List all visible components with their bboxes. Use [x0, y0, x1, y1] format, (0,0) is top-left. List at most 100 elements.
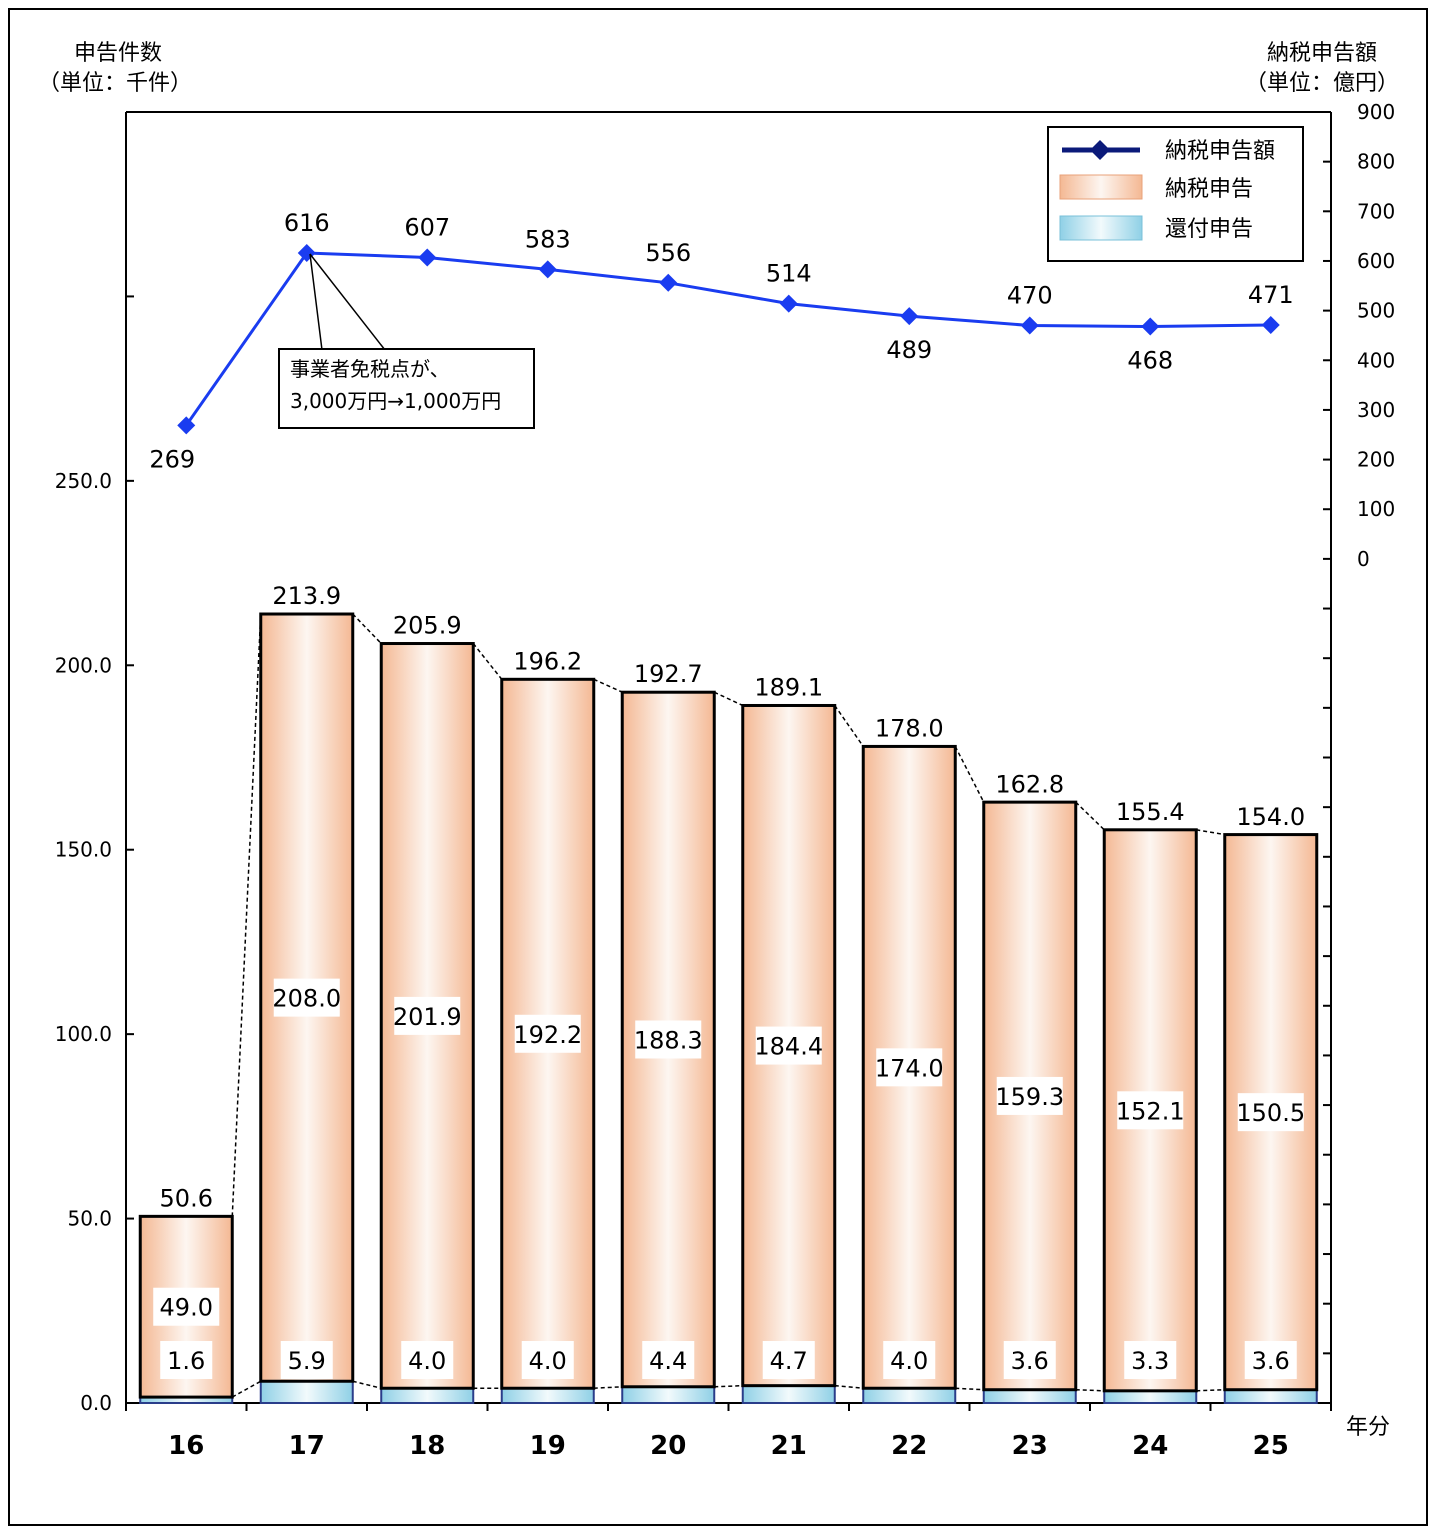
bar-refund-21 [741, 1384, 836, 1404]
right-tick-label: 400 [1357, 348, 1395, 372]
left-tick-label: 200.0 [55, 653, 112, 677]
x-tick-label-22: 22 [891, 1431, 927, 1461]
connector-refund [1196, 1388, 1225, 1392]
total-label-16: 50.6 [160, 1184, 213, 1212]
bar-refund-23 [982, 1388, 1077, 1405]
refund-label-24: 3.3 [1131, 1347, 1169, 1375]
tax-label-16-bg [153, 1287, 220, 1326]
x-tick-label-23: 23 [1012, 1431, 1048, 1461]
right-axis-title: 納税申告額 [1267, 41, 1377, 66]
connector-refund [593, 1386, 623, 1389]
right-tick-label: 900 [1357, 100, 1395, 124]
right-tick-label: 0 [1357, 547, 1370, 571]
x-tick-label-19: 19 [530, 1431, 566, 1461]
refund-label-21: 4.7 [770, 1347, 808, 1375]
amount-marker-16 [177, 416, 196, 435]
annotation: 事業者免税点が、 3,000万円→1,000万円 [278, 253, 535, 429]
tax-label-25-bg [1237, 1093, 1304, 1132]
x-tick-labels: 16 17 18 19 20 21 22 23 24 25 [168, 1431, 1289, 1461]
refund-label-25-bg [1244, 1341, 1297, 1379]
amount-marker-17 [297, 244, 316, 263]
bar-refund-19 [500, 1387, 595, 1405]
tax-label-17-bg [273, 978, 340, 1017]
legend: 納税申告額 納税申告 還付申告 [1047, 126, 1304, 262]
tax-label-17: 208.0 [272, 985, 341, 1013]
legend-label-refund: 還付申告 [1165, 217, 1253, 242]
refund-label-19-bg [521, 1341, 574, 1379]
left-tick-label: 250.0 [55, 469, 112, 493]
bar-labels: 50.6 49.0 1.6 213.9 208.0 5.9 205.9 201.9 4.0 196… [153, 582, 1305, 1379]
connector-refund [352, 1380, 382, 1389]
amount-marker-18 [418, 248, 437, 267]
annotation-line-1: 事業者免税点が、 [290, 357, 450, 381]
right-tick-label: 800 [1357, 150, 1395, 174]
tax-label-23-bg [996, 1076, 1063, 1115]
refund-label-16: 1.6 [167, 1347, 205, 1375]
tax-label-24-bg [1117, 1091, 1184, 1130]
tax-label-18: 201.9 [393, 1003, 462, 1031]
tax-label-21-bg [755, 1026, 822, 1065]
connector-refund [1075, 1388, 1105, 1392]
annotation-pointer-left [309, 253, 323, 351]
refund-label-24-bg [1124, 1341, 1177, 1379]
connector-total [1075, 801, 1105, 831]
refund-label-20-bg [642, 1341, 695, 1379]
bar-refund-17 [259, 1380, 354, 1404]
tax-label-22-bg [876, 1048, 943, 1087]
annotation-pointer-right [309, 253, 386, 351]
tax-label-25: 150.5 [1236, 1099, 1305, 1127]
left-axis-title: 申告件数 [74, 41, 162, 66]
tax-label-20-bg [635, 1020, 702, 1059]
refund-label-25: 3.6 [1252, 1347, 1290, 1375]
right-tick-label: 200 [1357, 448, 1395, 472]
left-tick-label: 50.0 [67, 1207, 112, 1231]
refund-label-22-bg [883, 1341, 936, 1379]
tax-label-22: 174.0 [875, 1054, 944, 1082]
tax-label-20: 188.3 [634, 1026, 703, 1054]
right-tick-label: 700 [1357, 199, 1395, 223]
amount-marker-24 [1141, 317, 1160, 336]
amount-line: 269 616 607 583 556 514 489 470 468 471 [149, 209, 1293, 473]
connector-total [954, 746, 985, 803]
connector-lines [231, 613, 1225, 1398]
total-label-24: 155.4 [1116, 798, 1185, 826]
amount-marker-23 [1020, 316, 1039, 335]
amount-label-19: 583 [525, 225, 571, 253]
right-tick-label: 300 [1357, 398, 1395, 422]
left-tick-label: 0.0 [80, 1391, 112, 1415]
total-label-22: 178.0 [875, 714, 944, 742]
refund-label-23: 3.6 [1011, 1347, 1049, 1375]
x-tick-label-24: 24 [1132, 1431, 1168, 1461]
connector-total [593, 678, 623, 693]
refund-label-16-bg [160, 1341, 213, 1379]
amount-label-22: 489 [886, 336, 932, 364]
refund-label-17: 5.9 [288, 1347, 326, 1375]
annotation-box [278, 348, 535, 429]
bar-refund-18 [380, 1387, 475, 1405]
amount-line-path [185, 251, 1271, 427]
total-label-23: 162.8 [995, 771, 1064, 799]
refund-label-22: 4.0 [890, 1347, 928, 1375]
x-tick-label-20: 20 [650, 1431, 686, 1461]
total-label-18: 205.9 [393, 612, 462, 640]
left-tick-label: 100.0 [55, 1022, 112, 1046]
right-tick-label: 600 [1357, 249, 1395, 273]
connector-total [1196, 829, 1225, 836]
refund-label-17-bg [280, 1341, 333, 1379]
annotation-line-2: 3,000万円→1,000万円 [290, 389, 501, 413]
amount-label-18: 607 [404, 213, 450, 241]
total-label-20: 192.7 [634, 660, 703, 688]
x-axis-title: 年分 [1346, 1415, 1390, 1440]
amount-marker-25 [1261, 316, 1280, 335]
total-label-17: 213.9 [272, 582, 341, 610]
connector-total [352, 613, 382, 645]
amount-label-16: 269 [149, 445, 195, 473]
tax-label-19-bg [514, 1014, 581, 1053]
total-label-21: 189.1 [754, 673, 823, 701]
legend-label-tax: 納税申告 [1165, 177, 1253, 202]
bar-refund-22 [862, 1387, 957, 1405]
refund-label-21-bg [762, 1341, 815, 1379]
amount-marker-21 [779, 294, 798, 313]
left-axis-unit: （単位：千件） [38, 71, 192, 96]
bar-refund-25 [1223, 1388, 1318, 1405]
